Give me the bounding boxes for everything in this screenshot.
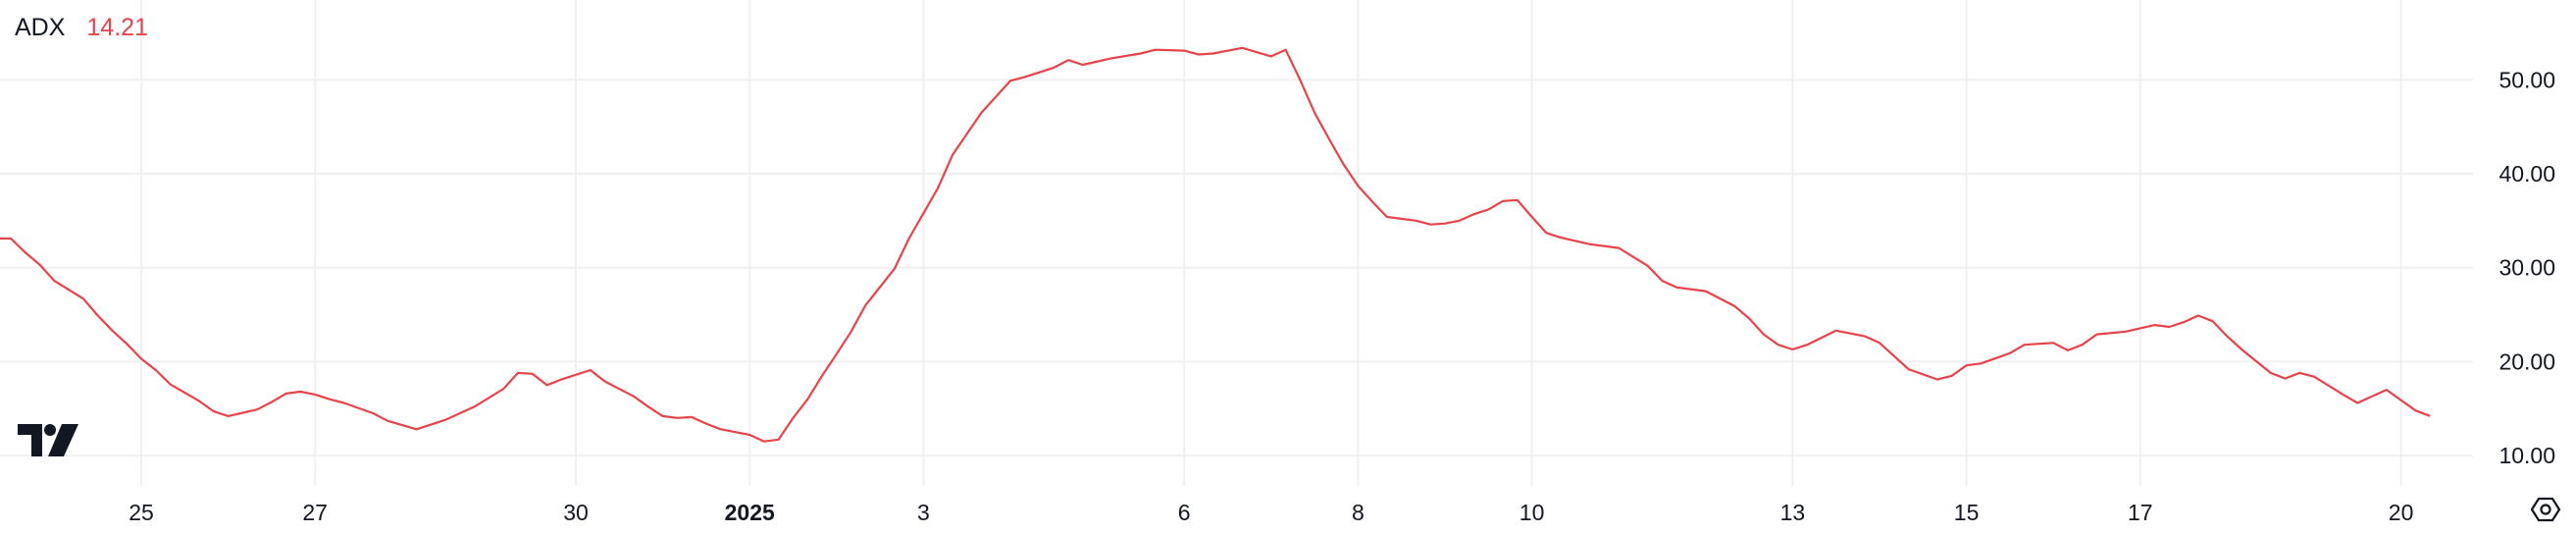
x-tick-label: 15 bbox=[1954, 500, 1980, 525]
x-tick-label: 2025 bbox=[725, 500, 775, 525]
x-tick-label: 3 bbox=[917, 500, 930, 525]
y-tick-label: 30.00 bbox=[2499, 255, 2555, 281]
x-tick-label: 13 bbox=[1780, 500, 1806, 525]
x-tick-label: 8 bbox=[1352, 500, 1365, 525]
x-tick-label: 27 bbox=[302, 500, 328, 525]
adx-line bbox=[0, 46, 2431, 443]
y-axis[interactable]: 10.00 20.00 30.00 40.00 50.00 bbox=[2499, 67, 2555, 468]
y-tick-label: 40.00 bbox=[2499, 161, 2555, 187]
y-tick-label: 50.00 bbox=[2499, 67, 2555, 92]
indicator-name: ADX bbox=[15, 14, 66, 41]
indicator-legend[interactable]: ADX 14.21 bbox=[15, 14, 148, 42]
y-tick-label: 20.00 bbox=[2499, 348, 2555, 374]
x-tick-label: 20 bbox=[2389, 500, 2414, 525]
x-tick-label: 17 bbox=[2128, 500, 2153, 525]
series-layer bbox=[0, 46, 2431, 443]
x-axis[interactable]: 25 27 30 2025 3 6 8 10 13 15 17 20 bbox=[129, 500, 2413, 525]
tradingview-logo-icon[interactable] bbox=[18, 424, 78, 456]
x-tick-label: 25 bbox=[129, 500, 154, 525]
grid bbox=[0, 0, 2473, 486]
x-tick-label: 10 bbox=[1520, 500, 1545, 525]
indicator-value: 14.21 bbox=[86, 14, 148, 41]
y-tick-label: 10.00 bbox=[2499, 443, 2555, 468]
settings-hexagon-icon[interactable] bbox=[2530, 494, 2561, 525]
x-tick-label: 6 bbox=[1178, 500, 1191, 525]
x-tick-label: 30 bbox=[563, 500, 589, 525]
